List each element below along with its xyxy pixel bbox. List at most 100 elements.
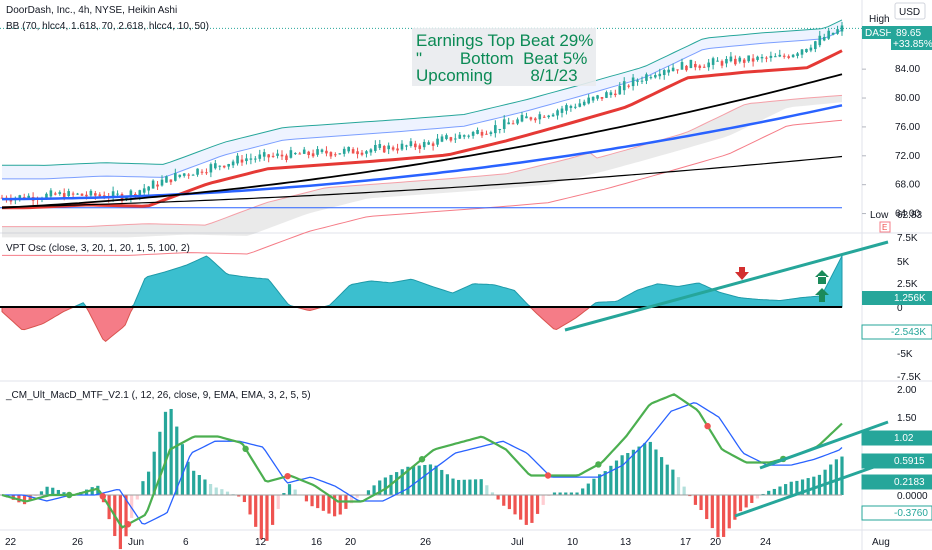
macd-value-tag (861, 474, 932, 490)
candle-body (342, 148, 346, 154)
candle-body (565, 105, 568, 111)
currency-button[interactable] (894, 2, 926, 20)
earnings-marker[interactable] (879, 221, 891, 233)
candle-body (805, 48, 808, 53)
macd-histogram-bar (304, 495, 309, 502)
candle-body (511, 123, 515, 125)
plot-area[interactable] (0, 0, 862, 550)
macd-histogram-bar (45, 486, 49, 495)
candle-body (280, 154, 284, 157)
candle-body (831, 32, 835, 35)
macd-histogram-bar (705, 495, 709, 520)
vpt-tick-label: 2.5K (897, 279, 918, 290)
macd-histogram-bar (597, 474, 602, 495)
macd-histogram-bar (575, 492, 579, 495)
macd-histogram-bar (146, 471, 151, 495)
candle-body (422, 141, 426, 148)
macd-histogram-bar (383, 477, 387, 495)
candle-body (440, 136, 444, 142)
macd-histogram-bar (180, 444, 185, 495)
vpt-axis[interactable]: 7.5K 5K 2.5K 0 -5K -7.5K (897, 233, 921, 383)
candle-body (760, 56, 764, 59)
time-tick-label: 12 (255, 537, 267, 548)
candle-body (551, 114, 555, 117)
macd-histogram-bar (784, 484, 788, 495)
candle-body (58, 192, 62, 195)
vpt-min-label: -2.543K (891, 327, 926, 338)
macd-histogram-bar (603, 471, 607, 495)
candlesticks (0, 21, 844, 206)
price-tag-value: 89.65 (896, 28, 921, 39)
price-axis[interactable]: 64.00 68.00 72.00 76.00 80.00 84.00 (862, 64, 920, 220)
candle-body (89, 190, 93, 196)
macd-histogram-bar (395, 472, 399, 495)
macd-histogram-bar (733, 495, 737, 520)
price-tick-label: 68.00 (895, 180, 920, 191)
candle-body (689, 59, 693, 69)
candle-body (396, 148, 399, 151)
macd-histogram-bar (727, 495, 731, 529)
macd-histogram-bar (654, 449, 658, 495)
candle-body (725, 58, 728, 64)
candle-body (622, 81, 626, 91)
candle-body (542, 116, 546, 118)
time-axis[interactable]: 22 26 Jun 6 12 16 20 26 Jul 10 13 17 20 24 Aug (5, 537, 890, 548)
macd-histogram-bar (372, 485, 376, 495)
upper-band-outer (2, 19, 843, 166)
macd-histogram-bar (400, 469, 404, 495)
candle-body (800, 49, 804, 55)
macd-histogram-bar (564, 492, 568, 495)
macd-histogram-bar (552, 492, 557, 495)
candle-body (214, 163, 217, 169)
candle-body (156, 184, 159, 187)
candle-body (751, 58, 755, 62)
candle-body (387, 145, 390, 150)
candle-body (271, 155, 275, 157)
candle-body (467, 135, 470, 137)
macd-value-tag-label: 0.2183 (894, 477, 925, 488)
candle-body (369, 149, 373, 153)
time-tick-label: 20 (345, 537, 357, 548)
lower-band-fill (2, 95, 842, 238)
macd-histogram-bar (287, 484, 292, 495)
candle-body (360, 152, 364, 155)
candle-body (276, 153, 279, 156)
candle-body (774, 56, 777, 58)
candle-body (218, 165, 222, 167)
candle-body (307, 151, 310, 155)
macd-histogram-bar (254, 495, 258, 527)
candle-body (787, 56, 790, 58)
time-tick-label: 20 (710, 537, 722, 548)
candle-body (374, 144, 377, 151)
candle-body (298, 153, 302, 155)
candle-body (436, 138, 439, 145)
macd-cross-dot (242, 445, 249, 453)
candle-body (649, 77, 653, 79)
macd-histogram-bar (423, 465, 427, 495)
candle-body (480, 131, 484, 136)
macd-trendline (734, 460, 889, 518)
candle-body (454, 138, 457, 140)
macd-histogram-bar (778, 486, 782, 495)
candle-body (578, 103, 582, 107)
candle-body (734, 58, 737, 65)
macd-cross-dot (124, 521, 132, 528)
macd-axis[interactable]: 2.00 1.50 0.0000 1.02 0.5915 0.2183 -0.3760 (861, 385, 932, 521)
time-tick-label: 17 (680, 537, 692, 548)
candle-body (254, 158, 257, 160)
candle-body (636, 80, 639, 82)
candle-body (676, 69, 679, 71)
macd-histogram-bar (767, 490, 771, 495)
candle-body (720, 61, 724, 66)
macd-histogram-bar (51, 487, 55, 495)
macd-histogram-bar (349, 495, 354, 504)
macd-histogram-bar (175, 426, 179, 495)
macd-histogram-bar (744, 495, 748, 508)
macd-histogram-bar (609, 465, 613, 495)
macd-histogram-bar (716, 495, 720, 538)
candle-body (405, 145, 408, 147)
candle-body (814, 41, 817, 50)
candle-body (574, 106, 577, 108)
macd-histogram-bar (812, 476, 816, 495)
